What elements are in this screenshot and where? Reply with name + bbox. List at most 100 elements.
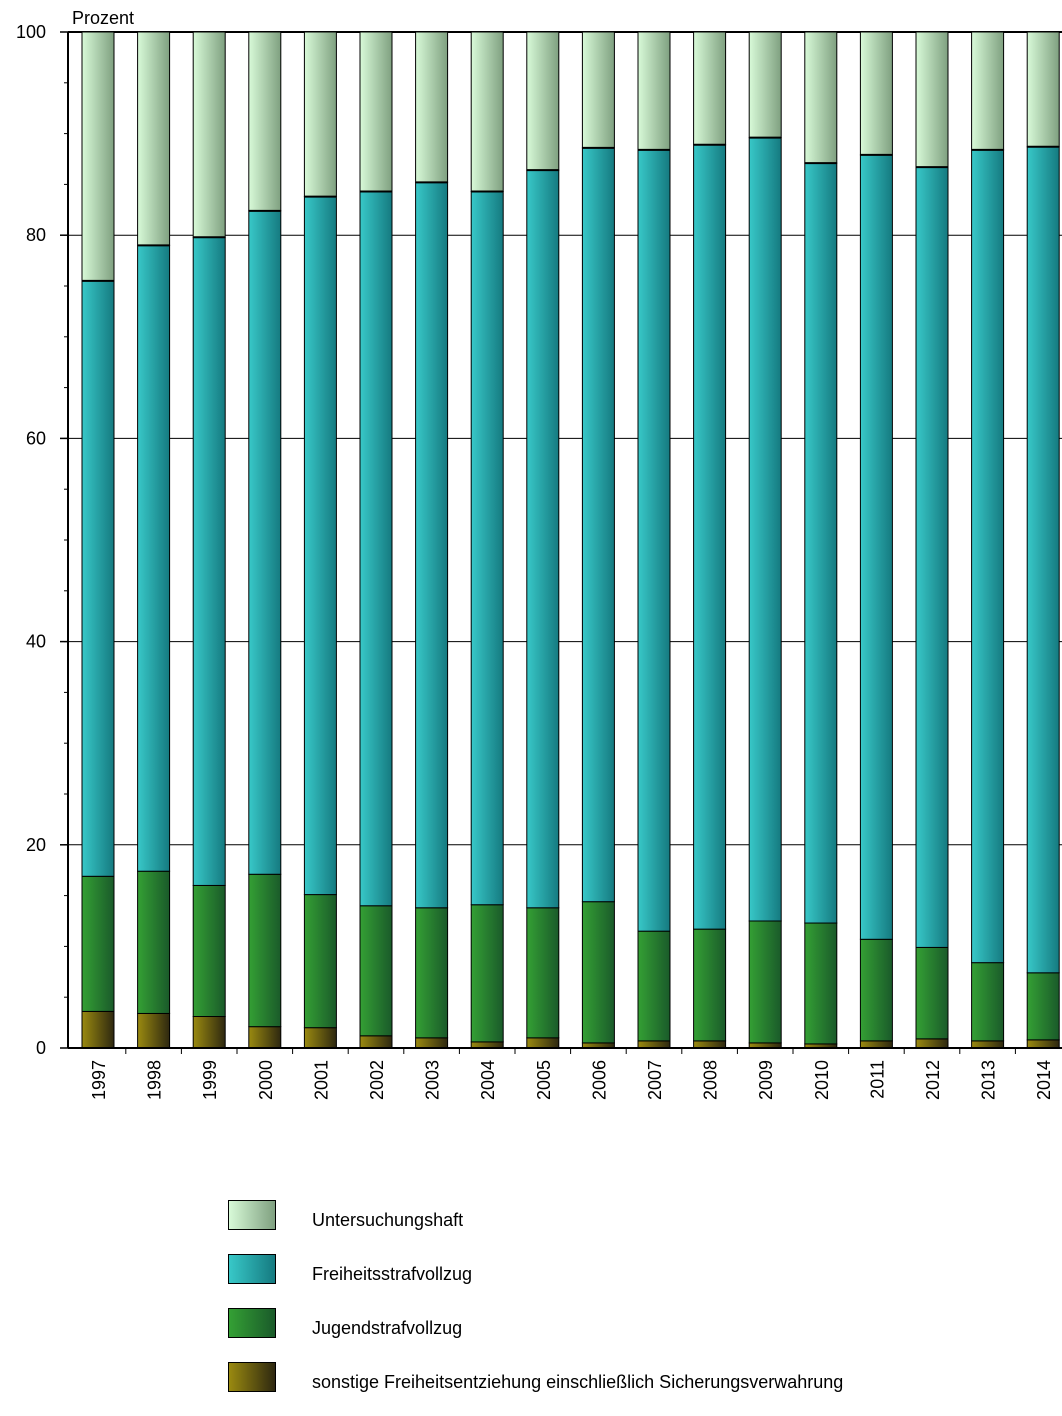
x-tick-label: 2005 (534, 1060, 554, 1100)
bar-segment-2001-2 (303, 196, 337, 896)
legend-swatch (228, 1362, 276, 1392)
y-tick-label: 100 (16, 22, 46, 42)
bar-segment-2002-2 (359, 191, 393, 907)
legend-item: Jugendstrafvollzug (228, 1308, 1028, 1362)
x-tick-label: 2004 (478, 1060, 498, 1100)
bar-segment-2012-3 (915, 31, 949, 168)
legend-swatch (228, 1254, 276, 1284)
legend-label: Jugendstrafvollzug (312, 1318, 463, 1338)
bar-segment-2008-1 (693, 928, 727, 1042)
bar-segment-1999-2 (192, 236, 226, 886)
bar-segment-2008-3 (693, 31, 727, 146)
x-tick-label: 2014 (1034, 1060, 1054, 1100)
x-tick-label: 2012 (923, 1060, 943, 1100)
legend-item: Freiheitsstrafvollzug (228, 1254, 1028, 1308)
bar-segment-2004-3 (470, 31, 504, 193)
bar-segment-1999-0 (192, 1016, 226, 1049)
bar-segment-1999-3 (192, 31, 226, 238)
bar-segment-2008-0 (693, 1040, 727, 1049)
bar-segment-2013-1 (971, 962, 1005, 1042)
bar-segment-2006-1 (581, 901, 615, 1044)
bar-segment-2008-2 (693, 144, 727, 930)
bar-segment-1999-1 (192, 884, 226, 1018)
bar-segment-2003-1 (415, 907, 449, 1039)
bar-segment-2012-2 (915, 166, 949, 948)
bar-segment-1997-1 (81, 875, 115, 1012)
bar-segment-2011-0 (859, 1040, 893, 1049)
bar-segment-2006-2 (581, 147, 615, 903)
legend-label: Untersuchungshaft (312, 1210, 464, 1230)
bar-segment-2005-1 (526, 907, 560, 1039)
bar-segment-2004-1 (470, 904, 504, 1043)
axes: 0 20 40 60 80 100 1997 1998 1999 2000 2001 2002 2003… (16, 22, 1062, 1100)
bar-segment-2011-1 (859, 938, 893, 1042)
legend: Untersuchungshaft Freiheitsstrafvollzug Ju… (228, 1200, 1028, 1416)
bar-segment-2006-3 (581, 31, 615, 149)
bar-segment-2005-3 (526, 31, 560, 171)
bar-segment-2010-2 (804, 162, 838, 924)
y-tick-label: 40 (26, 632, 46, 652)
bar-segment-2009-3 (748, 31, 782, 139)
bar-segment-2014-3 (1026, 31, 1060, 148)
x-tick-label: 1998 (145, 1060, 165, 1100)
x-tick-label: 2010 (812, 1060, 832, 1100)
bar-segment-2003-0 (415, 1037, 449, 1049)
bar-segment-2011-3 (859, 31, 893, 156)
legend-label: Freiheitsstrafvollzug (312, 1264, 473, 1284)
bar-segment-2011-2 (859, 154, 893, 940)
x-tick-label: 2011 (867, 1060, 887, 1099)
y-tick-label: 0 (36, 1038, 46, 1058)
x-tick-label: 2001 (311, 1060, 331, 1100)
legend-swatch (228, 1308, 276, 1338)
bar-segment-1998-1 (137, 870, 171, 1014)
bar-segment-2010-1 (804, 922, 838, 1045)
bar-segment-1997-3 (81, 31, 115, 282)
bar-segment-2014-1 (1026, 972, 1060, 1041)
x-tick-label: 2013 (979, 1060, 999, 1100)
bar-segment-2007-1 (637, 930, 671, 1042)
x-tick-label: 1997 (89, 1060, 109, 1100)
x-tick-label: 2000 (256, 1060, 276, 1100)
legend-swatch (228, 1200, 276, 1230)
bar-segment-2013-0 (971, 1040, 1005, 1049)
bar-segment-2012-1 (915, 946, 949, 1040)
stacked-bar-chart: 0 20 40 60 80 100 1997 1998 1999 2000 2001 2002 2003… (16, 8, 1062, 1100)
bar-segment-2001-1 (303, 894, 337, 1029)
bar-segment-2001-0 (303, 1027, 337, 1049)
bar-segment-2000-0 (248, 1026, 282, 1049)
bar-segment-1997-0 (81, 1010, 115, 1049)
bar-segment-2013-2 (971, 149, 1005, 964)
legend-item: Untersuchungshaft (228, 1200, 1028, 1254)
bar-segment-1998-3 (137, 31, 171, 246)
bars (81, 31, 1060, 1049)
y-tick-label: 20 (26, 835, 46, 855)
legend-item: sonstige Freiheitsentziehung einschließl… (228, 1362, 1028, 1416)
y-axis-label: Prozent (72, 8, 134, 28)
bar-segment-2004-2 (470, 191, 504, 906)
bar-segment-2002-0 (359, 1035, 393, 1049)
bar-segment-1998-0 (137, 1012, 171, 1049)
bar-segment-2003-2 (415, 181, 449, 909)
bar-segment-2009-1 (748, 920, 782, 1044)
x-tick-label: 2002 (367, 1060, 387, 1100)
bar-segment-2007-3 (637, 31, 671, 151)
legend-label: sonstige Freiheitsentziehung einschließl… (312, 1372, 844, 1392)
bar-segment-2000-2 (248, 210, 282, 875)
x-tick-label: 2006 (589, 1060, 609, 1100)
bar-segment-2002-1 (359, 905, 393, 1037)
x-tick-label: 2007 (645, 1060, 665, 1100)
bar-segment-2013-3 (971, 31, 1005, 151)
x-tick-label: 2009 (756, 1060, 776, 1100)
grid-lines (68, 31, 1062, 846)
bar-segment-2014-0 (1026, 1039, 1060, 1049)
bar-segment-2009-2 (748, 137, 782, 922)
bar-segment-2001-3 (303, 31, 337, 198)
x-tick-label: 2003 (423, 1060, 443, 1100)
bar-segment-2012-0 (915, 1038, 949, 1049)
y-tick-label: 80 (26, 225, 46, 245)
bar-segment-2010-3 (804, 31, 838, 164)
bar-segment-2002-3 (359, 31, 393, 193)
bar-segment-2007-2 (637, 149, 671, 932)
bar-segment-1998-2 (137, 244, 171, 872)
bar-segment-1997-2 (81, 280, 115, 877)
